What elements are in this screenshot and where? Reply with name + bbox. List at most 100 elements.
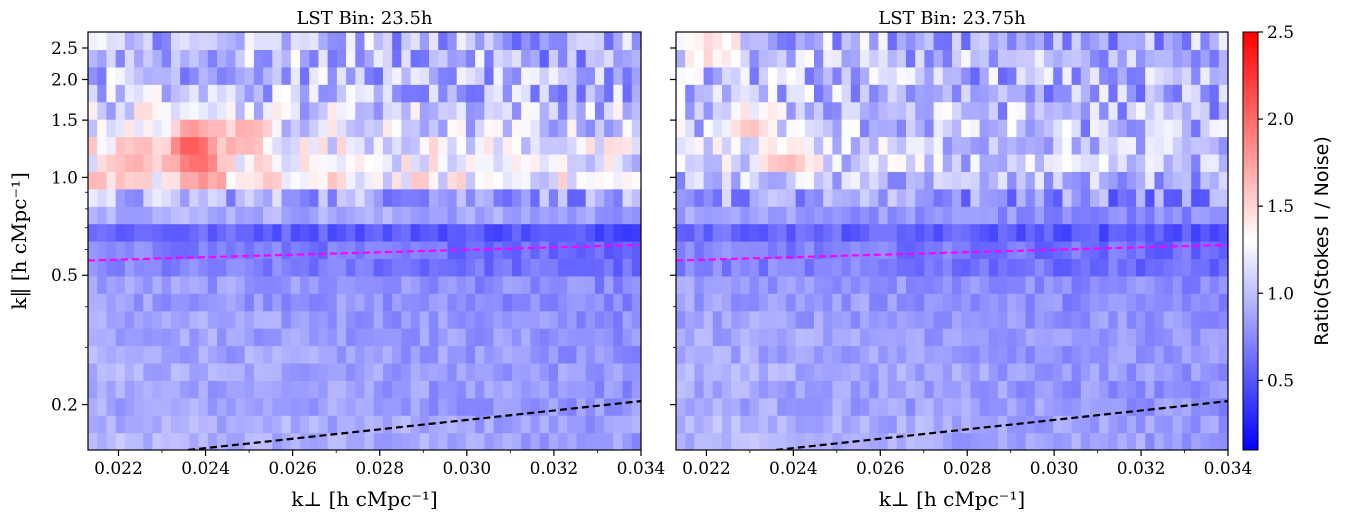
heatmap-cell xyxy=(1200,32,1211,51)
heatmap-cell xyxy=(318,32,329,51)
heatmap-cell xyxy=(1053,275,1063,294)
heatmap-cell xyxy=(740,49,751,68)
heatmap-cell xyxy=(521,310,531,329)
heatmap-cell xyxy=(318,136,329,155)
heatmap-cell xyxy=(226,345,237,364)
heatmap-cell xyxy=(336,293,347,312)
heatmap-cell xyxy=(1182,206,1192,225)
heatmap-cell xyxy=(1200,171,1211,190)
heatmap-cell xyxy=(1108,310,1119,329)
heatmap-cell xyxy=(1044,397,1054,416)
heatmap-cell xyxy=(952,171,962,190)
heatmap-cell xyxy=(170,397,181,416)
heatmap-cell xyxy=(758,345,769,364)
heatmap-cell xyxy=(493,223,504,242)
heatmap-cell xyxy=(896,432,907,450)
heatmap-cell xyxy=(676,241,686,260)
heatmap-cell xyxy=(942,397,953,416)
heatmap-cell xyxy=(364,397,375,416)
heatmap-cell xyxy=(933,49,944,68)
heatmap-cell xyxy=(392,136,402,155)
heatmap-cell xyxy=(382,380,393,399)
heatmap-cell xyxy=(915,136,925,155)
heatmap-cell xyxy=(823,328,833,347)
heatmap-cell xyxy=(115,66,126,85)
heatmap-cell xyxy=(613,153,624,172)
heatmap-cell xyxy=(263,275,273,294)
heatmap-cell xyxy=(263,84,273,103)
heatmap-cell xyxy=(207,32,218,51)
heatmap-cell xyxy=(170,101,181,120)
heatmap-cell xyxy=(521,293,531,312)
heatmap-cell xyxy=(1191,153,1201,172)
x-tick-label: 0.024 xyxy=(769,459,818,479)
heatmap-cell xyxy=(106,223,117,242)
heatmap-cell xyxy=(161,49,172,68)
heatmap-cell xyxy=(906,345,916,364)
heatmap-cell xyxy=(143,397,154,416)
heatmap-cell xyxy=(373,362,384,381)
heatmap-cell xyxy=(878,380,889,399)
heatmap-cell xyxy=(1099,101,1109,120)
heatmap-cell xyxy=(1071,415,1082,434)
heatmap-cell xyxy=(970,310,981,329)
heatmap-cell xyxy=(594,397,605,416)
heatmap-cell xyxy=(1090,432,1100,450)
heatmap-cell xyxy=(703,258,714,277)
heatmap-cell xyxy=(456,345,467,364)
heatmap-cell xyxy=(447,188,458,207)
heatmap-cell xyxy=(722,310,732,329)
heatmap-cell xyxy=(88,362,98,381)
heatmap-cell xyxy=(511,153,522,172)
heatmap-cell xyxy=(511,119,522,138)
heatmap-cell xyxy=(860,66,870,85)
heatmap-cell xyxy=(915,310,925,329)
heatmap-cell xyxy=(558,171,568,190)
heatmap-cell xyxy=(134,49,144,68)
heatmap-cell xyxy=(263,223,273,242)
heatmap-cell xyxy=(244,206,255,225)
heatmap-cell xyxy=(979,275,990,294)
heatmap-cell xyxy=(979,345,990,364)
heatmap-cell xyxy=(722,206,732,225)
heatmap-cell xyxy=(281,188,292,207)
heatmap-cell xyxy=(1044,328,1054,347)
heatmap-cell xyxy=(712,84,723,103)
heatmap-cell xyxy=(1053,84,1063,103)
heatmap-cell xyxy=(1172,432,1183,450)
heatmap-cell xyxy=(786,258,797,277)
heatmap-cell xyxy=(419,362,430,381)
heatmap-cell xyxy=(841,380,852,399)
heatmap-cell xyxy=(988,49,999,68)
heatmap-cell xyxy=(1145,241,1155,260)
heatmap-cell xyxy=(281,32,292,51)
heatmap-cell xyxy=(1062,380,1073,399)
heatmap-cell xyxy=(1126,397,1137,416)
heatmap-cell xyxy=(1108,84,1119,103)
heatmap-cell xyxy=(263,362,273,381)
heatmap-cell xyxy=(915,397,925,416)
heatmap-cell xyxy=(484,136,495,155)
heatmap-cell xyxy=(438,362,449,381)
heatmap-cell xyxy=(1080,275,1091,294)
heatmap-cell xyxy=(1218,188,1228,207)
heatmap-cell xyxy=(134,345,144,364)
heatmap-cell xyxy=(410,241,421,260)
heatmap-cell xyxy=(170,206,181,225)
heatmap-cell xyxy=(768,171,778,190)
heatmap-cell xyxy=(170,328,181,347)
heatmap-cell xyxy=(887,101,898,120)
heatmap-cell xyxy=(465,345,476,364)
heatmap-cell xyxy=(585,275,596,294)
heatmap-cell xyxy=(731,66,741,85)
heatmap-cell xyxy=(567,188,578,207)
heatmap-cell xyxy=(814,66,824,85)
heatmap-cell xyxy=(1090,223,1100,242)
heatmap-cell xyxy=(97,328,108,347)
heatmap-cell xyxy=(694,49,705,68)
heatmap-cell xyxy=(124,66,135,85)
heatmap-cell xyxy=(1145,293,1155,312)
heatmap-cell xyxy=(850,136,861,155)
heatmap-cell xyxy=(1145,153,1155,172)
heatmap-cell xyxy=(88,66,98,85)
